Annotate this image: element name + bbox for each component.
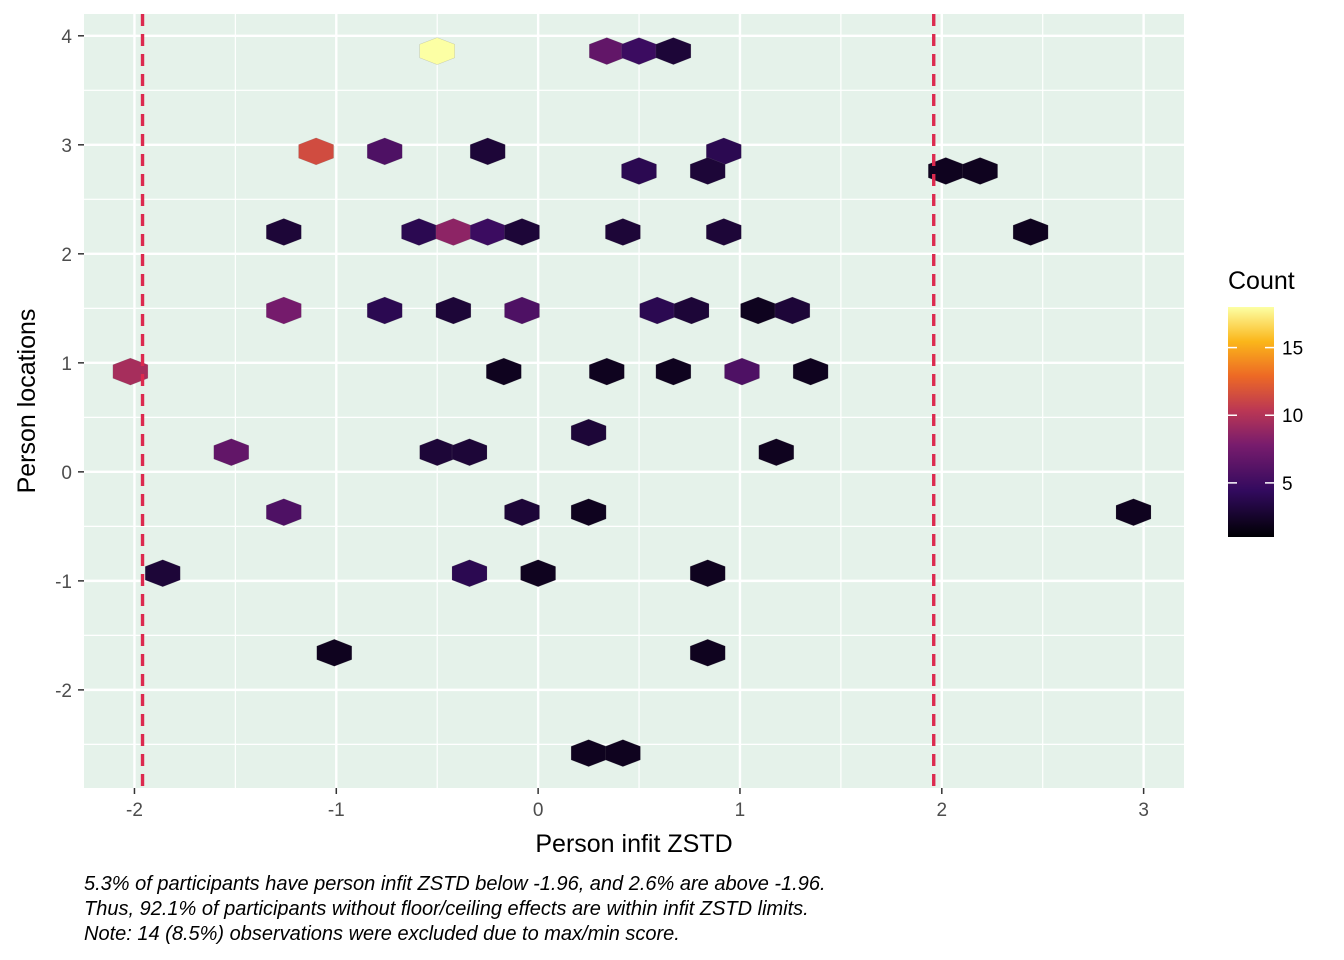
- hex-bin: [758, 438, 795, 466]
- hex-bin: [1115, 498, 1152, 526]
- legend-colorbar: [1228, 307, 1274, 537]
- hex-bin: [469, 137, 506, 166]
- hex-bin: [451, 438, 488, 466]
- x-tick-label: 3: [1138, 800, 1149, 821]
- hex-bin: [504, 218, 540, 246]
- hex-bin: [266, 218, 302, 246]
- caption-line-1: 5.3% of participants have person infit Z…: [84, 873, 826, 895]
- y-tick-label: -2: [55, 681, 72, 702]
- plot-panel: [84, 14, 1184, 788]
- hex-bin: [144, 559, 181, 587]
- hex-bin: [112, 357, 149, 386]
- hex-bin: [266, 296, 302, 325]
- hex-bin: [366, 296, 403, 325]
- y-axis: -2 -1 0 1 2 3 4: [55, 27, 84, 702]
- reference-lines: [140, 14, 936, 788]
- x-tick-label: -1: [328, 800, 345, 821]
- hex-bin: [366, 137, 403, 166]
- hex-bin: [706, 218, 742, 246]
- hex-bin: [520, 559, 556, 587]
- hex-bin: [689, 157, 726, 185]
- hex-bin: [213, 438, 250, 466]
- x-tick-label: 1: [735, 800, 746, 821]
- hex-bin: [419, 37, 455, 65]
- x-tick-label: -2: [126, 800, 143, 821]
- y-tick-label: 0: [61, 463, 72, 484]
- y-tick-label: 4: [61, 27, 72, 48]
- hex-bin: [486, 357, 522, 386]
- x-tick-label: 2: [937, 800, 948, 821]
- hex-bin: [589, 357, 625, 386]
- y-tick-label: 1: [61, 354, 72, 375]
- hex-bin: [1012, 218, 1049, 246]
- hex-bin: [621, 157, 657, 185]
- caption-line-2: Thus, 92.1% of participants without floo…: [84, 898, 809, 920]
- hex-bin: [316, 639, 353, 667]
- hex-bin: [673, 296, 710, 325]
- hex-bin: [435, 296, 472, 325]
- x-tick-label: 0: [533, 800, 544, 821]
- caption-line-3: Note: 14 (8.5%) observations were exclud…: [84, 923, 680, 945]
- hex-bins: [112, 37, 1152, 767]
- hex-bin: [451, 559, 488, 587]
- legend-title: Count: [1228, 267, 1295, 295]
- hex-bin: [689, 639, 726, 667]
- hex-bin: [655, 37, 692, 65]
- caption: 5.3% of participants have person infit Z…: [84, 872, 826, 947]
- hex-bin: [792, 357, 829, 386]
- y-tick-label: 3: [61, 136, 72, 157]
- hex-bin: [570, 418, 607, 447]
- hexbin-chart: -2 -1 0 1 2 3 -2 -1 0 1 2 3 4 Person infit ZSTD Per…: [13, 14, 1303, 858]
- y-axis-title: Person locations: [13, 309, 41, 494]
- x-axis: -2 -1 0 1 2 3: [126, 788, 1149, 821]
- hex-bin: [605, 739, 641, 767]
- x-axis-title: Person infit ZSTD: [535, 830, 732, 858]
- hex-bin: [774, 296, 811, 325]
- hex-bin: [724, 357, 760, 386]
- y-tick-label: 2: [61, 245, 72, 266]
- y-tick-label: -1: [55, 572, 72, 593]
- legend-tick-label: 10: [1282, 406, 1303, 427]
- hex-bin: [605, 218, 641, 246]
- hex-bin: [655, 357, 692, 386]
- legend-tick-label: 5: [1282, 474, 1293, 495]
- hex-bin: [298, 137, 334, 166]
- hex-bin: [689, 559, 726, 587]
- legend: Count 5 10 15: [1228, 267, 1303, 537]
- grid-minor: [84, 14, 1184, 788]
- hex-bin: [570, 498, 607, 526]
- hex-bin: [504, 498, 540, 526]
- hex-bin: [504, 296, 540, 325]
- hex-bin: [266, 498, 302, 526]
- legend-tick-label: 15: [1282, 339, 1303, 360]
- hex-bin: [962, 157, 998, 185]
